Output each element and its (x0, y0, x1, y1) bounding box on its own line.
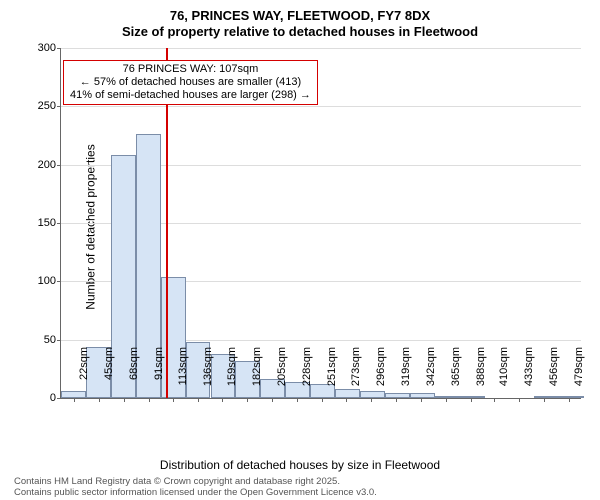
annotation-line: 76 PRINCES WAY: 107sqm (70, 63, 311, 76)
xtick-label: 319sqm (400, 347, 412, 401)
xtick-mark (519, 398, 520, 402)
histogram-plot-area: 05010015020025030022sqm45sqm68sqm91sqm11… (60, 48, 581, 399)
xtick-label: 22sqm (78, 347, 90, 401)
xtick-label: 68sqm (128, 347, 140, 401)
xtick-label: 342sqm (425, 347, 437, 401)
xtick-label: 45sqm (103, 347, 115, 401)
xtick-mark (297, 398, 298, 402)
xtick-mark (322, 398, 323, 402)
xtick-mark (544, 398, 545, 402)
xtick-mark (74, 398, 75, 402)
annotation-line: 41% of semi-detached houses are larger (… (70, 89, 311, 102)
ytick-mark (57, 340, 61, 341)
xtick-label: 456sqm (548, 347, 560, 401)
ytick-mark (57, 106, 61, 107)
ytick-label: 150 (16, 217, 56, 229)
ytick-label: 250 (16, 100, 56, 112)
xtick-label: 296sqm (375, 347, 387, 401)
x-axis-label: Distribution of detached houses by size … (0, 458, 600, 472)
xtick-label: 273sqm (350, 347, 362, 401)
xtick-label: 136sqm (202, 347, 214, 401)
chart-title-line1: 76, PRINCES WAY, FLEETWOOD, FY7 8DX (0, 8, 600, 23)
xtick-mark (494, 398, 495, 402)
xtick-label: 113sqm (177, 347, 189, 401)
ytick-mark (57, 281, 61, 282)
xtick-label: 365sqm (450, 347, 462, 401)
xtick-mark (222, 398, 223, 402)
xtick-mark (421, 398, 422, 402)
xtick-mark (569, 398, 570, 402)
xtick-mark (446, 398, 447, 402)
xtick-mark (247, 398, 248, 402)
xtick-label: 91sqm (153, 347, 165, 401)
xtick-mark (198, 398, 199, 402)
ytick-mark (57, 48, 61, 49)
ytick-label: 0 (16, 392, 56, 404)
xtick-mark (173, 398, 174, 402)
xtick-mark (471, 398, 472, 402)
xtick-mark (149, 398, 150, 402)
footer-copyright-line1: Contains HM Land Registry data © Crown c… (14, 476, 340, 487)
xtick-label: 479sqm (573, 347, 585, 401)
xtick-mark (124, 398, 125, 402)
footer-copyright-line2: Contains public sector information licen… (14, 487, 377, 498)
xtick-label: 205sqm (276, 347, 288, 401)
annotation-box: 76 PRINCES WAY: 107sqm← 57% of detached … (63, 60, 318, 105)
chart-title-line2: Size of property relative to detached ho… (0, 24, 600, 39)
ytick-mark (57, 398, 61, 399)
xtick-mark (272, 398, 273, 402)
xtick-label: 159sqm (226, 347, 238, 401)
xtick-label: 388sqm (475, 347, 487, 401)
xtick-mark (396, 398, 397, 402)
ytick-label: 100 (16, 275, 56, 287)
annotation-line: ← 57% of detached houses are smaller (41… (70, 76, 311, 89)
ytick-mark (57, 223, 61, 224)
xtick-label: 182sqm (251, 347, 263, 401)
xtick-mark (371, 398, 372, 402)
ytick-label: 200 (16, 159, 56, 171)
gridline (61, 48, 581, 49)
xtick-label: 228sqm (301, 347, 313, 401)
xtick-mark (346, 398, 347, 402)
ytick-mark (57, 165, 61, 166)
xtick-mark (99, 398, 100, 402)
xtick-label: 433sqm (523, 347, 535, 401)
ytick-label: 50 (16, 334, 56, 346)
gridline (61, 106, 581, 107)
xtick-label: 410sqm (498, 347, 510, 401)
ytick-label: 300 (16, 42, 56, 54)
xtick-label: 251sqm (326, 347, 338, 401)
